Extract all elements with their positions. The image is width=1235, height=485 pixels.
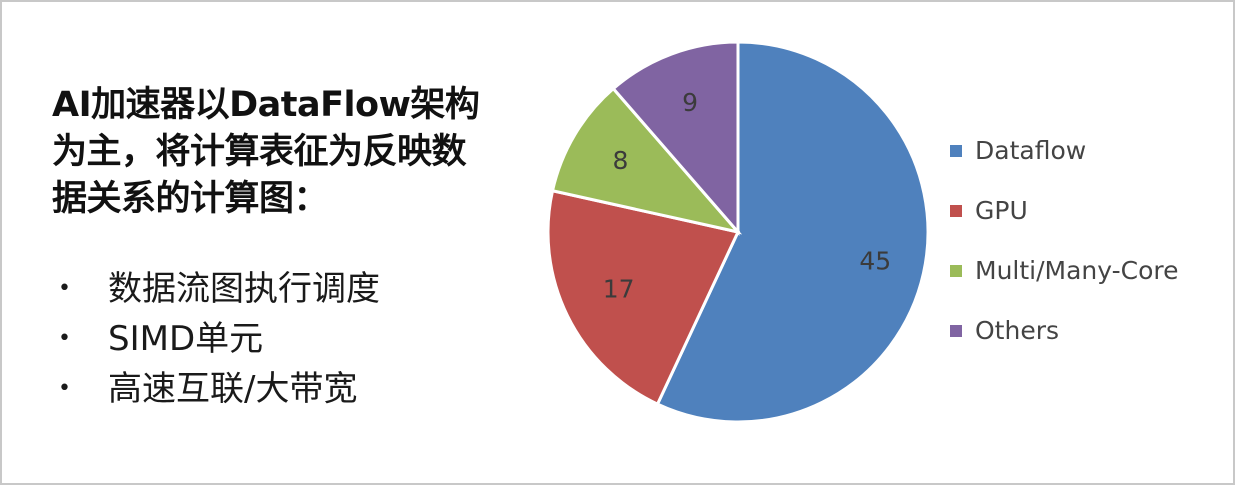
legend-swatch-3 bbox=[950, 325, 962, 337]
legend-swatch-0 bbox=[950, 145, 962, 157]
bullet-dot-icon: • bbox=[58, 276, 71, 301]
legend-item: Multi/Many-Core bbox=[950, 250, 1179, 310]
legend-item: GPU bbox=[950, 190, 1179, 250]
chart-legend: Dataflow GPU Multi/Many-Core Others bbox=[950, 130, 1179, 370]
pie-data-label: 9 bbox=[682, 88, 698, 117]
bullet-item: • 数据流图执行调度 bbox=[52, 264, 380, 314]
legend-label: Dataflow bbox=[975, 136, 1087, 165]
legend-swatch-1 bbox=[950, 205, 962, 217]
pie-slice-dataflow bbox=[655, 40, 930, 424]
slide-heading: AI加速器以DataFlow架构为主，将计算表征为反映数据关系的计算图： bbox=[52, 85, 480, 219]
pie-data-label: 17 bbox=[603, 275, 635, 304]
bullet-dot-icon: • bbox=[58, 326, 71, 351]
legend-label: Others bbox=[975, 316, 1060, 345]
pie-slice-gpu bbox=[546, 188, 741, 407]
bullet-item: • 高速互联/大带宽 bbox=[52, 364, 380, 414]
pie-slice-multi-many-core bbox=[550, 86, 743, 235]
legend-swatch-2 bbox=[950, 265, 962, 277]
legend-label: GPU bbox=[975, 196, 1028, 225]
legend-label: Multi/Many-Core bbox=[975, 256, 1179, 285]
pie-data-label: 8 bbox=[612, 146, 628, 175]
legend-item: Others bbox=[950, 310, 1179, 370]
pie-slice-others bbox=[611, 40, 740, 237]
bullet-dot-icon: • bbox=[58, 376, 71, 401]
pie-data-label: 45 bbox=[859, 247, 891, 276]
legend-item: Dataflow bbox=[950, 130, 1179, 190]
bullet-text: SIMD单元 bbox=[108, 319, 264, 359]
bullet-item: • SIMD单元 bbox=[52, 314, 380, 364]
bullet-text: 高速互联/大带宽 bbox=[108, 369, 358, 409]
bullet-text: 数据流图执行调度 bbox=[108, 269, 380, 309]
bullet-list: • 数据流图执行调度 • SIMD单元 • 高速互联/大带宽 bbox=[52, 264, 380, 414]
